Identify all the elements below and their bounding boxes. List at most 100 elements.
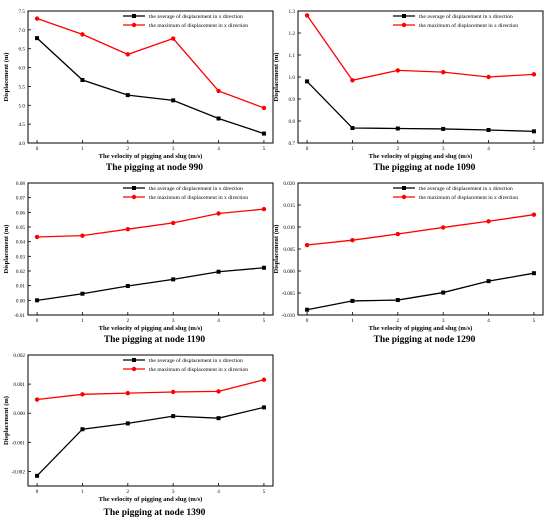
panel-caption: The pigging at node 1090 [374,163,476,173]
panel-caption: The pigging at node 990 [106,163,203,173]
legend-label: the average of displacement in x directi… [419,185,513,192]
y-tick-label: 1.0 [289,75,296,81]
series-line [36,379,265,401]
x-tick-label: 4 [217,489,220,495]
x-tick-label: 5 [263,146,266,152]
y-tick-label: 0.000 [283,269,295,275]
y-axis-label: Displacement (m) [3,225,10,274]
data-point [395,126,400,131]
series-average [35,36,266,136]
y-axis-label: Displacement (m) [3,53,10,102]
data-point [486,74,491,80]
series-line [306,15,534,82]
series-maximum [304,212,537,248]
legend-marker [401,22,407,28]
x-tick-label: 4 [487,318,490,324]
y-axis-label: Displacement (m) [3,396,10,445]
series-average [35,265,266,303]
y-tick-label: -0.01 [14,313,25,319]
data-point [261,405,266,410]
chart-panel-1: 4.0 4.5 5.0 5.5 6.0 6.5 7.0 7.5 0 1 2 3 4 5 The veloci… [3,9,274,173]
x-tick-label: 0 [36,146,39,152]
data-point [171,277,176,282]
y-tick-label: 4.5 [19,122,26,128]
data-point [170,220,176,226]
legend-entry: the maximum of displacement in x directi… [393,194,518,201]
x-tick-label: 5 [533,318,536,324]
data-point [80,32,85,37]
x-tick-label: 2 [397,318,400,324]
y-tick-label: 1.2 [289,31,296,37]
panel-caption: The pigging at node 1290 [374,335,476,345]
y-tick-label: 0.07 [16,196,25,202]
data-point [395,68,401,73]
legend-entry: the maximum of displacement in x directi… [123,366,248,373]
data-point [440,225,446,230]
data-point [261,131,266,136]
chart-panel-5: -0.002 -0.001 0.000 0.001 0.002 0 1 2 3 4 5 The vel… [3,353,274,518]
data-point [304,242,310,248]
x-tick-label: 0 [36,318,39,324]
x-tick-label: 1 [351,146,354,152]
data-point [531,212,537,217]
data-point [441,290,446,295]
legend-label: the maximum of displacement in x directi… [419,194,518,201]
data-point [261,206,267,212]
data-point [350,126,355,131]
data-point [216,116,221,121]
y-tick-label: 0.04 [16,240,25,246]
y-tick-label: 0.06 [16,210,25,216]
y-tick-label: 4.0 [19,141,26,147]
data-point [170,389,176,395]
x-tick-label: 2 [127,489,130,495]
x-tick-label: 5 [263,318,266,324]
x-axis-label: The velocity of pigging and slug (m/s) [99,325,203,332]
y-tick-label: 0.9 [289,97,296,103]
data-point [216,211,221,216]
legend-label: the average of displacement in x directi… [419,13,513,20]
data-point [170,36,176,41]
data-point [531,129,536,134]
y-axis-label: Displacement (m) [273,225,280,274]
series-line [306,272,535,311]
data-point [261,377,267,382]
data-point [304,13,310,18]
legend-marker [132,186,136,190]
x-tick-label: 5 [533,146,536,152]
data-point [80,392,85,397]
y-tick-label: 1.1 [289,53,296,59]
x-tick-label: 2 [397,146,400,152]
legend-label: the maximum of displacement in x directi… [419,22,518,29]
data-point [80,78,85,83]
legend-label: the maximum of displacement in x directi… [149,366,248,373]
data-point [35,298,40,303]
x-tick-label: 2 [127,318,130,324]
series-average [35,405,266,478]
x-tick-label: 3 [172,146,175,152]
data-point [395,298,400,303]
y-tick-label: 5.0 [19,103,26,109]
x-tick-label: 0 [306,146,309,152]
data-point [305,79,310,84]
legend-marker [132,14,136,18]
y-tick-label: 0.000 [13,411,25,417]
y-axis-label: Displacement (m) [273,53,280,102]
data-point [125,93,130,98]
data-point [216,269,221,274]
x-axis-label: The velocity of pigging and slug (m/s) [369,325,473,332]
plot-frame [297,10,544,144]
data-point [34,234,40,240]
legend-entry: the maximum of displacement in x directi… [123,22,248,29]
legend-entry: the average of displacement in x directi… [393,13,513,20]
data-point [350,298,355,303]
x-tick-label: 1 [351,318,354,324]
data-point [395,231,401,237]
data-point [440,69,446,75]
legend-label: the maximum of displacement in x directi… [149,22,248,29]
data-point [216,416,221,421]
x-tick-label: 2 [127,146,130,152]
y-tick-label: -0.002 [12,469,26,475]
data-point [350,238,355,243]
chart-panel-2: 0.7 0.8 0.9 1.0 1.1 1.2 1.3 0 1 2 3 4 5 The velocity … [273,9,544,173]
